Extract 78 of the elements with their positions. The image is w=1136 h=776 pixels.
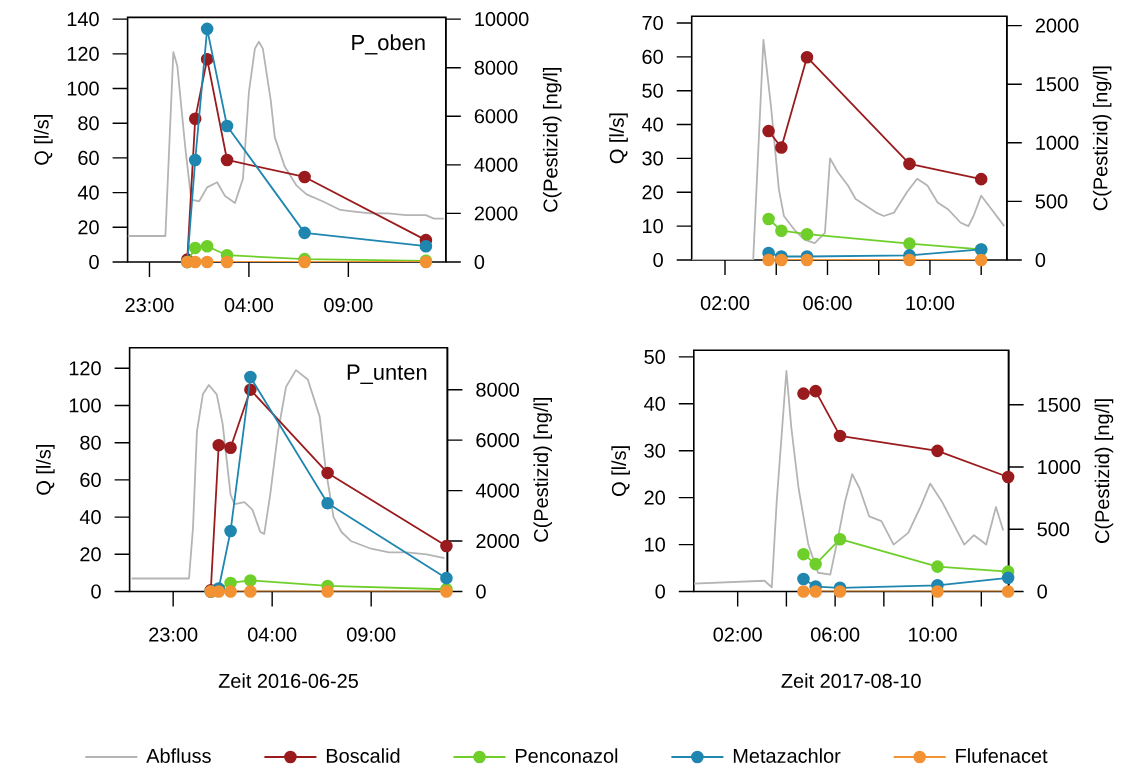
- y-tick-label: 80: [80, 435, 101, 450]
- x-tick-label: 10:00: [909, 627, 957, 642]
- y2-tick-label: 6000: [476, 433, 519, 448]
- y-tick-label: 20: [642, 185, 663, 200]
- x-tick-label: 04:00: [248, 627, 297, 642]
- x-tick-label: 23:00: [149, 627, 198, 642]
- y-tick-label: 140: [67, 12, 99, 27]
- y2-tick-label: 2000: [1035, 18, 1079, 33]
- y2-tick-label: 0: [1035, 252, 1046, 268]
- y-tick-label: 0: [91, 584, 101, 599]
- y-tick-label: 60: [80, 472, 101, 487]
- y2-tick-label: 2000: [474, 206, 518, 221]
- y2-axis-title: C(Pestizid) [ng/l]: [1092, 66, 1112, 211]
- x-tick-label: 02:00: [700, 296, 750, 311]
- x-tick-label: 23:00: [125, 298, 174, 313]
- y-tick-label: 100: [67, 81, 99, 96]
- y-tick-label: 120: [69, 361, 101, 376]
- y-tick-label: 30: [644, 443, 665, 458]
- y-tick-label: 20: [78, 220, 99, 235]
- y-tick-label: 40: [644, 396, 665, 411]
- y2-tick-label: 4000: [475, 483, 519, 498]
- y-tick-label: 10: [645, 537, 665, 552]
- annotation: P_unten: [347, 364, 427, 385]
- y-tick-label: 10: [643, 219, 663, 234]
- y2-tick-label: 0: [476, 584, 486, 599]
- y2-tick-label: 0: [1037, 584, 1047, 599]
- y-axis-title: Q [l/s]: [34, 115, 53, 165]
- y-tick-label: 40: [641, 117, 663, 132]
- y-tick-label: 30: [642, 151, 663, 166]
- y2-tick-label: 8000: [474, 60, 518, 75]
- y-tick-label: 60: [78, 150, 99, 165]
- x-axis-title: Zeit 2016-06-25: [218, 673, 358, 688]
- x-tick-label: 02:00: [713, 627, 762, 642]
- y-tick-label: 80: [78, 116, 99, 131]
- x-tick-label: 04:00: [224, 298, 274, 313]
- y2-tick-label: 8000: [476, 382, 519, 397]
- y-tick-label: 60: [642, 49, 663, 64]
- y-tick-label: 40: [79, 510, 101, 525]
- y2-tick-label: 1000: [1038, 460, 1081, 475]
- y-tick-label: 0: [655, 584, 665, 599]
- annotation: P_oben: [352, 34, 425, 55]
- y-tick-label: 50: [644, 349, 665, 364]
- legend-label: Abfluss: [146, 748, 211, 763]
- x-tick-label: 09:00: [347, 627, 396, 642]
- y2-tick-label: 1500: [1038, 397, 1081, 412]
- y2-tick-label: 4000: [474, 157, 518, 172]
- y2-tick-label: 2000: [476, 534, 519, 549]
- y-axis-title: Q [l/s]: [36, 445, 55, 495]
- y2-tick-label: 6000: [474, 109, 518, 124]
- y2-tick-label: 0: [474, 254, 485, 270]
- y-tick-label: 20: [644, 490, 665, 505]
- y-tick-label: 120: [67, 46, 99, 61]
- y-tick-label: 70: [642, 15, 663, 31]
- x-tick-label: 10:00: [906, 296, 955, 311]
- y2-tick-label: 10000: [475, 12, 529, 27]
- y2-tick-label: 500: [1035, 194, 1068, 209]
- legend-label: Metazachlor: [733, 748, 841, 763]
- legend-label: Penconazol: [516, 748, 618, 763]
- y2-axis-title: C(Pestizid) [ng/l]: [542, 68, 562, 212]
- y-tick-label: 20: [80, 547, 101, 562]
- x-tick-label: 06:00: [803, 296, 852, 311]
- y2-tick-label: 1500: [1036, 77, 1079, 92]
- y2-tick-label: 500: [1037, 522, 1070, 537]
- y-tick-label: 0: [653, 252, 663, 268]
- legend-label: Boscalid: [326, 748, 400, 763]
- y-tick-label: 0: [89, 254, 99, 270]
- y2-tick-label: 1000: [1036, 135, 1079, 150]
- y-tick-label: 100: [69, 398, 101, 413]
- y-tick-label: 50: [642, 83, 663, 98]
- y-axis-title: Q [l/s]: [611, 446, 630, 496]
- legend-label: Flufenacet: [956, 748, 1048, 763]
- y-tick-label: 40: [77, 185, 99, 200]
- y-axis-title: Q [l/s]: [609, 113, 628, 164]
- y2-axis-title: C(Pestizid) [ng/l]: [1094, 399, 1114, 543]
- x-tick-label: 06:00: [810, 627, 860, 642]
- y2-axis-title: C(Pestizid) [ng/l]: [533, 398, 553, 542]
- x-axis-title: Zeit 2017-08-10: [781, 673, 921, 688]
- x-tick-label: 09:00: [324, 298, 373, 313]
